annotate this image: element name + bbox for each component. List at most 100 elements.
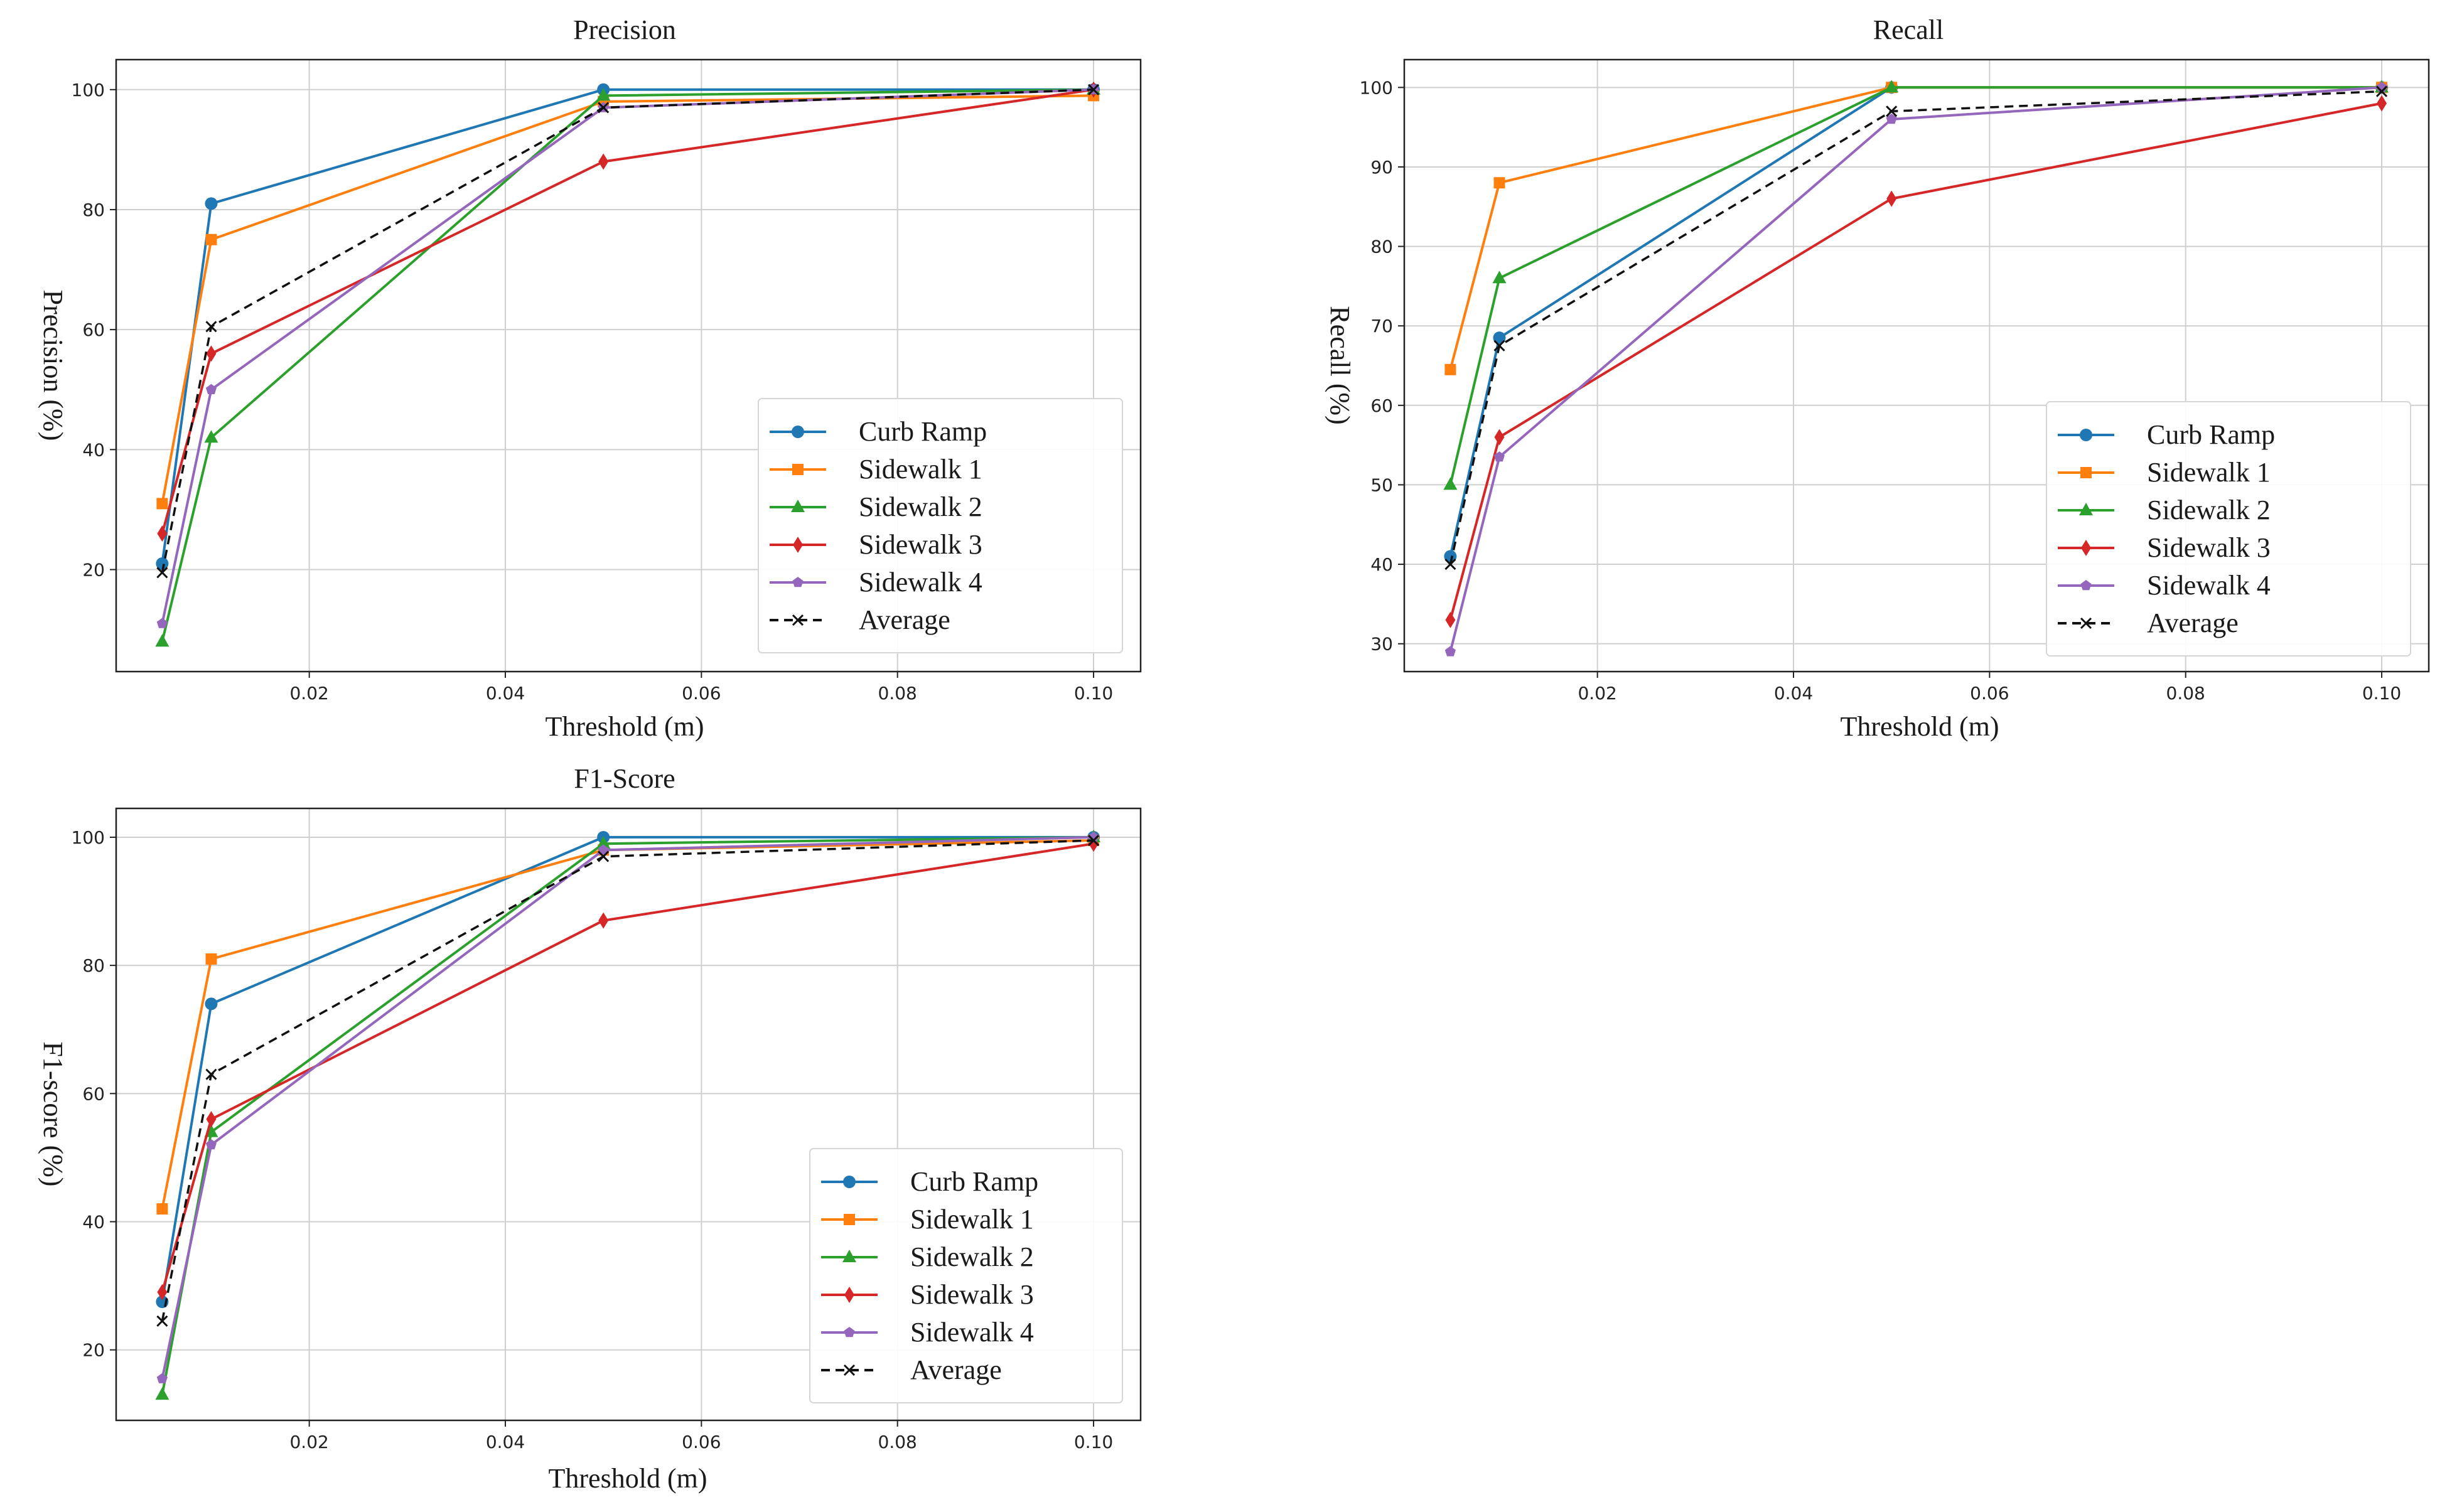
y-tick-label: 80: [1370, 237, 1393, 257]
series-line-average: [161, 839, 1094, 1322]
series-sidewalk-1: [1444, 82, 2388, 375]
legend-marker-sidewalk-3: [2081, 540, 2091, 556]
data-point-sidewalk-2: [204, 430, 218, 443]
x-axis-label: Threshold (m): [549, 1463, 707, 1494]
y-tick-label: 100: [72, 827, 105, 848]
data-point-sidewalk-2: [1443, 477, 1458, 490]
series-sidewalk-2: [1443, 80, 2389, 490]
x-tick-label: 0.10: [1074, 1432, 1113, 1452]
data-point-sidewalk-3: [1494, 429, 1505, 446]
legend-marker-sidewalk-2: [791, 500, 805, 512]
y-tick-label: 20: [82, 560, 105, 581]
data-point-sidewalk-3: [598, 153, 609, 170]
x-tick-label: 0.06: [682, 683, 721, 704]
data-point-sidewalk-3: [598, 912, 609, 929]
series-line-sidewalk-3: [161, 88, 1094, 534]
data-point-sidewalk-3: [206, 1111, 217, 1128]
y-tick-label: 100: [1360, 77, 1393, 98]
legend-label-sidewalk-3: Sidewalk 3: [910, 1279, 1034, 1310]
legend-label-curb-ramp: Curb Ramp: [2147, 419, 2275, 450]
legend-marker-sidewalk-4: [2080, 580, 2092, 591]
legend-marker-curb-ramp: [2080, 429, 2092, 441]
x-tick-label: 0.06: [1970, 683, 2009, 704]
legend-label-sidewalk-4: Sidewalk 4: [2147, 570, 2271, 601]
chart-recall: 0.02 0.04 0.06 0.08 0.10 30 40 50 60 70 80 90 100 Rec…: [1325, 14, 2430, 742]
series-line-curb-ramp: [161, 835, 1094, 1302]
data-point-average: [1886, 105, 1898, 117]
data-point-average: [1087, 83, 1100, 95]
legend-label-sidewalk-2: Sidewalk 2: [910, 1241, 1034, 1272]
data-point-sidewalk-3: [206, 345, 217, 362]
data-point-sidewalk-3: [2377, 95, 2387, 112]
x-tick-label: 0.10: [1074, 683, 1113, 704]
data-point-sidewalk-2: [1885, 80, 1899, 93]
legend-marker-average: [843, 1364, 856, 1376]
data-point-sidewalk-2: [596, 836, 611, 849]
y-axis-label: Recall (%): [1325, 306, 1355, 424]
data-point-sidewalk-4: [1493, 451, 1505, 462]
series-line-sidewalk-2: [161, 88, 1094, 642]
chart-title: F1-Score: [574, 763, 675, 794]
y-tick-label: 20: [82, 1340, 105, 1361]
x-tick-label: 0.04: [486, 683, 525, 704]
y-tick-label: 50: [1370, 475, 1393, 495]
series-average: [1444, 85, 2388, 571]
data-point-sidewalk-4: [1088, 831, 1099, 842]
series-line-sidewalk-1: [161, 839, 1094, 1209]
data-point-average: [156, 567, 168, 579]
data-point-sidewalk-1: [156, 498, 168, 510]
legend-box: [758, 398, 1123, 653]
legend-box: [809, 1148, 1123, 1403]
data-point-curb-ramp: [205, 997, 218, 1011]
legend-marker-sidewalk-3: [844, 1287, 854, 1303]
axes-frame: [115, 58, 1142, 673]
data-point-sidewalk-4: [598, 844, 609, 855]
x-tick-label: 0.04: [1774, 683, 1813, 704]
x-axis-label: Threshold (m): [1841, 711, 1999, 742]
legend-marker-sidewalk-2: [2079, 503, 2093, 515]
data-point-curb-ramp: [205, 197, 218, 210]
legend-label-sidewalk-3: Sidewalk 3: [2147, 532, 2271, 563]
data-point-sidewalk-2: [155, 1387, 169, 1400]
data-point-curb-ramp: [156, 557, 169, 570]
legend-marker-average: [2080, 617, 2092, 630]
data-point-curb-ramp: [1493, 331, 1506, 345]
data-point-sidewalk-1: [1444, 363, 1456, 375]
x-tick-label: 0.06: [682, 1432, 721, 1452]
legend-label-sidewalk-4: Sidewalk 4: [910, 1317, 1034, 1348]
data-point-sidewalk-1: [156, 1203, 168, 1215]
series-sidewalk-3: [1445, 95, 2387, 628]
data-point-sidewalk-4: [205, 1139, 217, 1150]
y-tick-label: 80: [82, 955, 105, 976]
data-point-sidewalk-2: [155, 634, 169, 647]
series-line-sidewalk-3: [1449, 102, 2382, 621]
data-point-sidewalk-4: [156, 1373, 168, 1383]
legend-marker-curb-ramp: [792, 426, 804, 438]
data-point-sidewalk-3: [1445, 611, 1456, 628]
data-point-curb-ramp: [1444, 550, 1457, 563]
data-point-sidewalk-4: [205, 383, 217, 394]
data-point-sidewalk-3: [157, 525, 168, 542]
x-tick-label: 0.08: [878, 1432, 917, 1452]
legend-label-sidewalk-2: Sidewalk 2: [859, 491, 982, 522]
y-tick-label: 80: [82, 200, 105, 220]
series-sidewalk-4: [156, 831, 1099, 1383]
y-tick-label: 40: [82, 1212, 105, 1233]
y-tick-label: 90: [1370, 157, 1393, 178]
legend-marker-sidewalk-3: [793, 537, 803, 553]
axes-frame: [1403, 58, 2430, 673]
data-point-sidewalk-4: [156, 618, 168, 628]
series-average: [156, 83, 1100, 579]
y-axis-label: Precision (%): [38, 290, 68, 441]
data-point-average: [156, 1315, 168, 1327]
chart-precision: 0.02 0.04 0.06 0.08 0.10 20 40 60 80 100 Precision…: [38, 14, 1142, 742]
data-point-sidewalk-1: [205, 953, 217, 965]
data-point-sidewalk-1: [1493, 177, 1505, 189]
series-sidewalk-3: [157, 835, 1099, 1300]
data-point-average: [598, 102, 610, 114]
y-tick-label: 100: [72, 80, 105, 100]
series-average: [156, 834, 1100, 1327]
legend: Curb Ramp Sidewalk 1 Sidewalk 2 Sidewalk 3 S…: [758, 398, 1123, 653]
data-point-average: [205, 1068, 217, 1080]
legend-label-curb-ramp: Curb Ramp: [910, 1166, 1038, 1197]
